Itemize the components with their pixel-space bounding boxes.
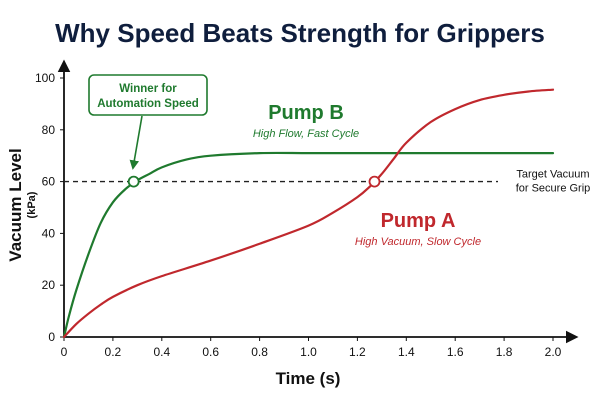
chart-title: Why Speed Beats Strength for Grippers: [55, 18, 545, 48]
x-tick-label: 1.8: [496, 345, 513, 359]
series-lines: [62, 88, 555, 339]
target-line-group: Target Vacuum for Secure Grip: [64, 169, 590, 195]
pump-b-label-group: Pump B High Flow, Fast Cycle: [253, 102, 359, 140]
x-tick-label: 0.6: [202, 345, 219, 359]
y-tick-label: 0: [48, 330, 55, 344]
y-tick-label: 80: [42, 123, 56, 137]
y-axis-label: Vacuum Level: [6, 148, 25, 261]
pump-a-subtitle: High Vacuum, Slow Cycle: [355, 236, 481, 248]
x-tick-label: 1.6: [447, 345, 464, 359]
y-tick-label: 40: [42, 226, 56, 240]
pump-b-subtitle: High Flow, Fast Cycle: [253, 128, 359, 140]
target-label-line2: for Secure Grip: [516, 183, 591, 195]
callout-box: [88, 74, 208, 116]
pump-a-line: [62, 88, 555, 339]
x-tick-label: 0.4: [153, 345, 170, 359]
pump-a-name: Pump A: [381, 210, 456, 232]
x-axis-label: Time (s): [276, 369, 341, 388]
pump-b-target-marker: [127, 175, 140, 188]
y-axis-unit: (kPa): [26, 191, 38, 218]
pump-a-target-marker: [368, 175, 381, 188]
y-tick-label: 20: [42, 278, 56, 292]
y-tick-label: 100: [35, 71, 55, 85]
x-tick-label: 1.0: [300, 345, 317, 359]
x-tick-label: 1.4: [398, 345, 415, 359]
pump-a-label-group: Pump A High Vacuum, Slow Cycle: [355, 210, 481, 248]
x-tick-label: 1.2: [349, 345, 366, 359]
x-tick-label: 2.0: [545, 345, 562, 359]
axes: [57, 59, 579, 344]
pump-b-name: Pump B: [268, 102, 344, 124]
intersection-markers: [127, 175, 381, 188]
callout-line1: Winner for: [119, 83, 177, 95]
winner-callout: Winner for Automation Speed: [88, 74, 208, 170]
target-label-line1: Target Vacuum: [516, 169, 589, 181]
y-tick-label: 60: [42, 175, 56, 189]
tick-labels: 0 0.2 0.4 0.6 0.8 1.0 1.2 1.4 1.6 1.8 2.0 0 20 40 60 80…: [35, 71, 562, 359]
callout-line2: Automation Speed: [97, 98, 199, 110]
callout-arrow: [129, 115, 143, 170]
x-tick-label: 0.2: [105, 345, 122, 359]
x-tick-label: 0.8: [251, 345, 268, 359]
x-tick-label: 0: [61, 345, 68, 359]
pump-b-line: [62, 151, 555, 339]
